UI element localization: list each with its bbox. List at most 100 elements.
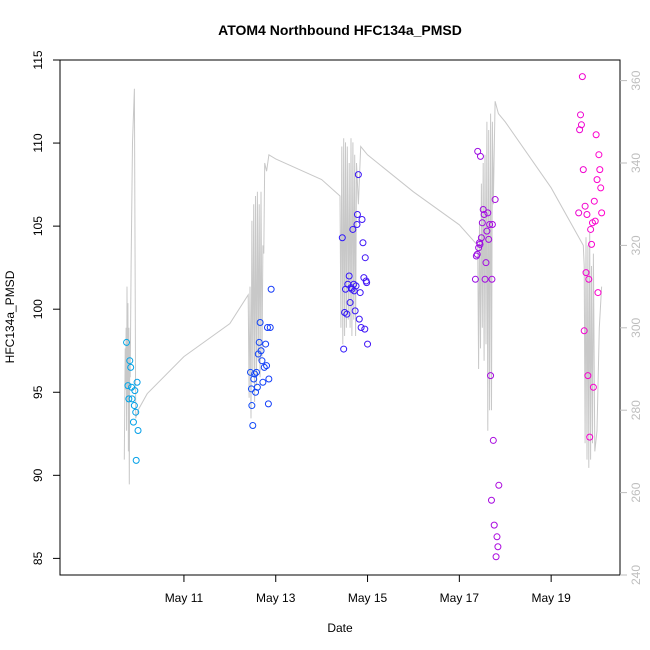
data-point bbox=[252, 368, 260, 376]
x-axis: May 11 May 13 May 15 May 17 May 19 bbox=[165, 574, 571, 605]
data-point bbox=[590, 197, 598, 205]
data-point bbox=[582, 269, 590, 277]
data-point bbox=[488, 275, 496, 283]
data-point bbox=[592, 131, 600, 139]
data-point bbox=[253, 383, 261, 391]
y-right-tick-label: 260 bbox=[629, 482, 643, 502]
data-point bbox=[256, 318, 264, 326]
data-point bbox=[587, 225, 595, 233]
data-point bbox=[490, 521, 498, 529]
altitude-trace-line bbox=[123, 88, 603, 485]
data-point bbox=[346, 299, 354, 307]
data-point bbox=[586, 433, 594, 441]
data-point bbox=[352, 282, 360, 290]
data-point bbox=[476, 152, 484, 160]
data-point bbox=[595, 151, 603, 159]
y-right-tick-label: 240 bbox=[629, 565, 643, 585]
y-tick-label: 115 bbox=[31, 50, 45, 69]
data-point bbox=[475, 244, 483, 252]
x-tick-label: May 15 bbox=[348, 591, 388, 605]
x-tick-label: May 19 bbox=[531, 591, 571, 605]
data-point bbox=[578, 73, 586, 81]
y-axis: 85 90 95 100 105 110 115 bbox=[31, 50, 60, 565]
data-point bbox=[267, 285, 275, 293]
data-point bbox=[493, 533, 501, 541]
data-point bbox=[251, 370, 259, 378]
data-point bbox=[479, 206, 487, 214]
data-point bbox=[589, 383, 597, 391]
data-point bbox=[359, 239, 367, 247]
data-point bbox=[355, 315, 363, 323]
y-axis-right: 240 260 280 300 320 340 360 bbox=[620, 70, 643, 585]
data-point bbox=[593, 176, 601, 184]
data-point bbox=[130, 402, 138, 410]
data-point bbox=[473, 250, 481, 258]
data-point bbox=[489, 436, 497, 444]
data-point bbox=[357, 323, 365, 331]
data-point bbox=[580, 327, 588, 335]
data-point bbox=[126, 357, 134, 365]
data-point bbox=[356, 289, 364, 297]
data-point bbox=[343, 310, 351, 318]
data-point bbox=[353, 220, 361, 228]
x-tick-label: May 11 bbox=[165, 591, 204, 605]
data-point bbox=[255, 338, 263, 346]
x-tick-label: May 13 bbox=[256, 591, 296, 605]
data-point bbox=[484, 209, 492, 217]
y-right-tick-label: 280 bbox=[629, 400, 643, 420]
data-point bbox=[577, 121, 585, 129]
data-point bbox=[125, 395, 133, 403]
data-point bbox=[257, 347, 265, 355]
data-point bbox=[594, 289, 602, 297]
data-point bbox=[266, 323, 274, 331]
data-point bbox=[262, 340, 270, 348]
y-right-tick-label: 360 bbox=[629, 70, 643, 90]
y-right-tick-label: 340 bbox=[629, 153, 643, 173]
data-point bbox=[249, 421, 257, 429]
data-point bbox=[598, 209, 606, 217]
data-point bbox=[128, 395, 136, 403]
data-point bbox=[264, 400, 272, 408]
data-point bbox=[349, 225, 357, 233]
data-point bbox=[361, 254, 369, 262]
data-point bbox=[583, 211, 591, 218]
data-point bbox=[250, 375, 258, 383]
data-point bbox=[338, 234, 346, 242]
data-point bbox=[471, 275, 479, 283]
data-point bbox=[492, 553, 500, 561]
data-point bbox=[581, 202, 589, 210]
data-point bbox=[345, 272, 353, 280]
data-point bbox=[265, 375, 273, 383]
data-point bbox=[123, 338, 131, 346]
data-point bbox=[353, 211, 361, 218]
y-tick-label: 100 bbox=[31, 299, 45, 319]
chart-title: ATOM4 Northbound HFC134a_PMSD bbox=[218, 22, 462, 38]
data-point bbox=[124, 382, 132, 390]
data-point bbox=[584, 372, 592, 380]
data-point bbox=[495, 481, 503, 489]
data-point bbox=[354, 171, 362, 179]
y-right-tick-label: 300 bbox=[629, 317, 643, 337]
plot-frame bbox=[59, 59, 621, 576]
y-tick-label: 95 bbox=[31, 385, 45, 399]
data-point bbox=[483, 227, 491, 235]
data-point bbox=[591, 217, 599, 225]
data-point bbox=[481, 275, 489, 283]
data-point bbox=[340, 345, 348, 353]
data-point bbox=[487, 372, 495, 380]
data-point bbox=[577, 111, 585, 119]
data-point bbox=[259, 378, 267, 386]
data-point bbox=[579, 166, 587, 174]
data-point bbox=[134, 426, 142, 434]
data-point bbox=[478, 219, 486, 227]
x-tick-label: May 17 bbox=[440, 591, 480, 605]
data-point bbox=[476, 240, 484, 248]
y-right-tick-label: 320 bbox=[629, 235, 643, 255]
data-point bbox=[248, 402, 256, 410]
y-tick-label: 110 bbox=[31, 133, 45, 152]
data-point bbox=[575, 209, 583, 217]
y-axis-label: HFC134a_PMSD bbox=[3, 270, 17, 363]
data-points bbox=[123, 73, 606, 561]
data-point bbox=[588, 240, 596, 248]
